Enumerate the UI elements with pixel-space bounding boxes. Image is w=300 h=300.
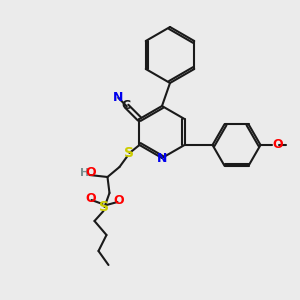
Text: O: O	[113, 194, 124, 208]
Text: O: O	[85, 167, 96, 179]
Text: S: S	[100, 200, 110, 214]
Text: N: N	[157, 152, 167, 164]
Text: S: S	[124, 146, 134, 160]
Text: O: O	[272, 139, 283, 152]
Text: C: C	[121, 99, 130, 112]
Text: N: N	[113, 91, 124, 104]
Text: O: O	[85, 193, 96, 206]
Text: H: H	[80, 168, 89, 178]
